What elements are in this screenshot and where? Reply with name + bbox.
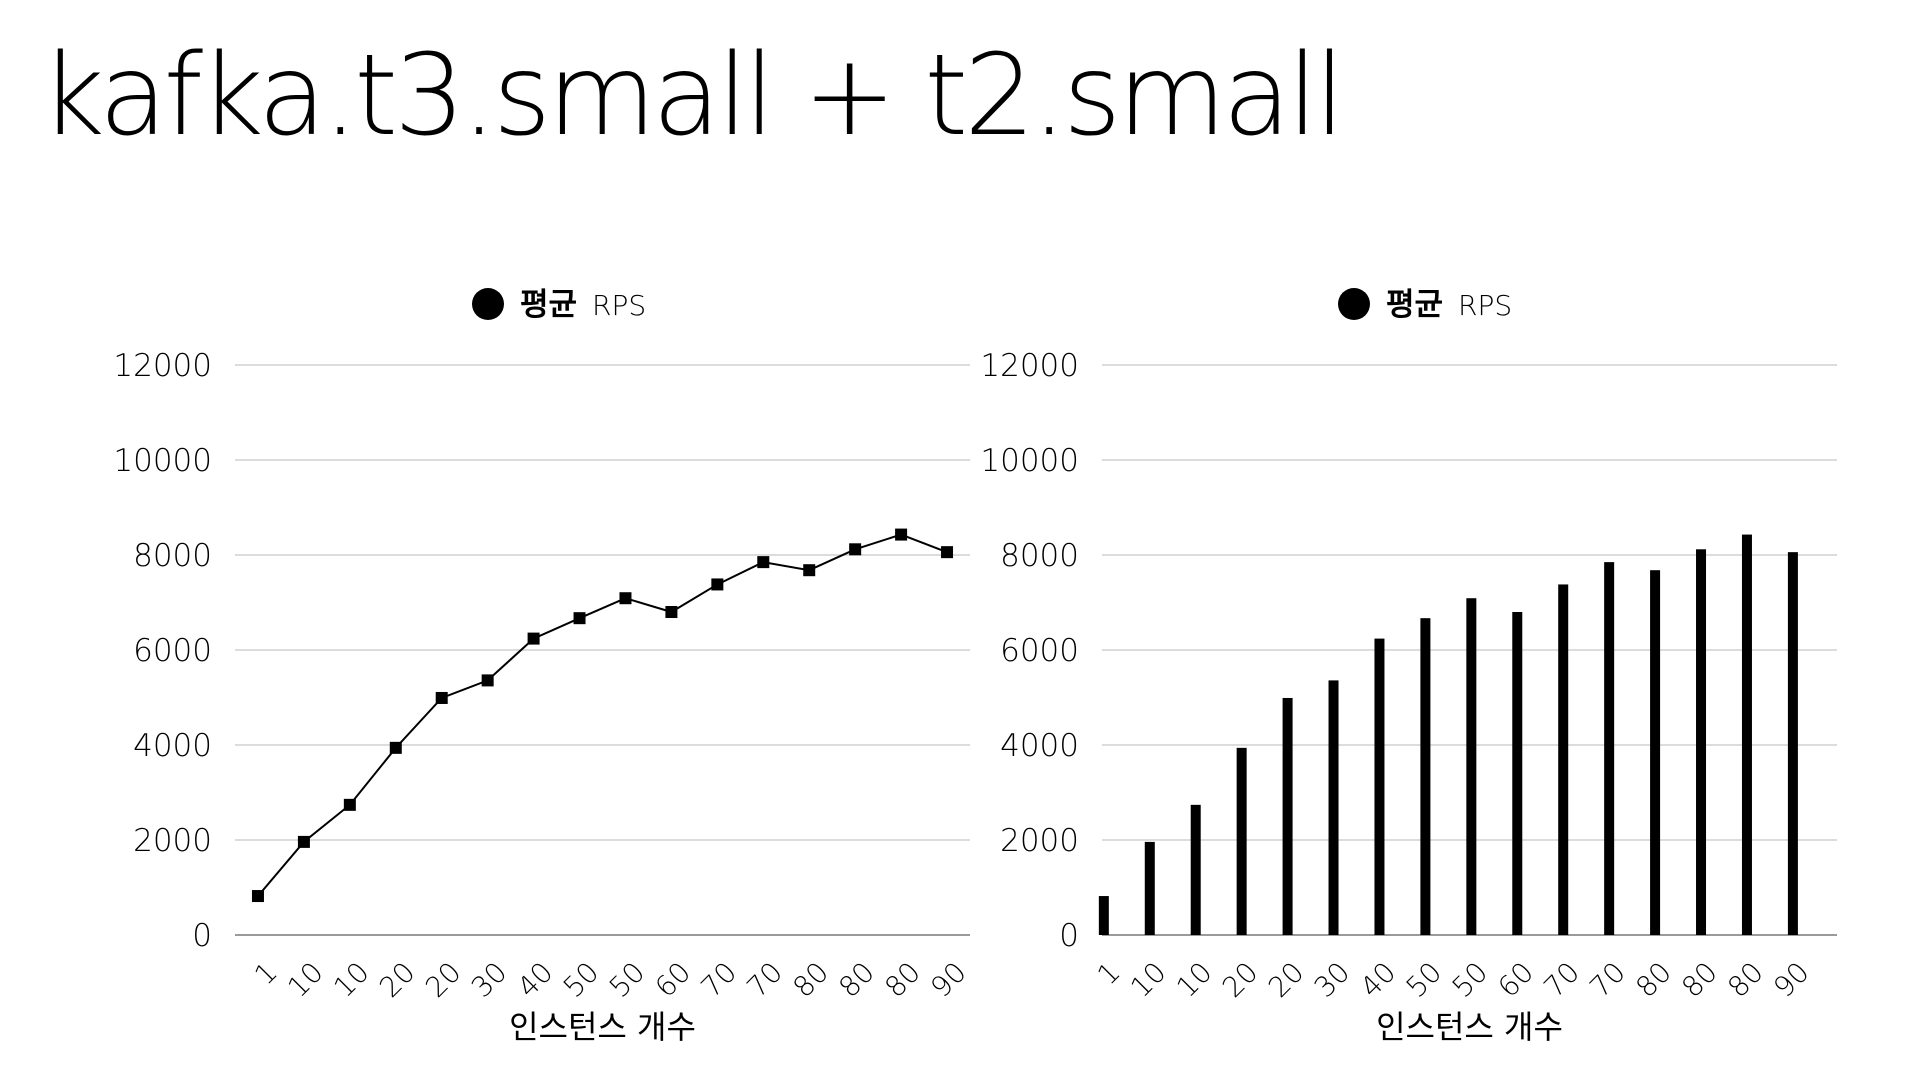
bar-chart: 0200040006000800010000120001101020203040… [980, 287, 1837, 1046]
legend-unit: RPS [1458, 289, 1512, 322]
bar [1098, 896, 1109, 935]
x-tick-label: 20 [373, 955, 422, 1004]
bar [1604, 562, 1615, 935]
y-tick-label: 12000 [980, 348, 1079, 384]
x-tick-label: 50 [603, 955, 652, 1004]
legend-label: 평균 [1386, 287, 1443, 323]
x-tick-label: 10 [281, 955, 330, 1004]
x-tick-label: 80 [786, 955, 835, 1004]
data-point-marker [389, 741, 402, 754]
bar [1190, 804, 1201, 935]
x-tick-label: 50 [1400, 955, 1449, 1004]
bar [1420, 618, 1431, 935]
page-title: kafka.t3.small + t2.small [40, 31, 1345, 161]
x-tick-label: 40 [1354, 955, 1403, 1004]
x-tick-label: 1 [1091, 955, 1127, 991]
y-tick-label: 8000 [133, 538, 212, 574]
x-tick-label: 70 [1583, 955, 1632, 1004]
y-tick-label: 0 [192, 918, 212, 954]
bar [1144, 841, 1155, 935]
legend-label: 평균 [520, 287, 577, 323]
legend-unit: RPS [592, 289, 646, 322]
x-tick-label: 60 [649, 955, 698, 1004]
x-tick-label: 90 [924, 955, 973, 1004]
legend-marker [1338, 288, 1370, 320]
data-point-marker [895, 528, 908, 541]
data-point-marker [573, 612, 586, 625]
x-tick-label: 70 [695, 955, 744, 1004]
data-point-marker [665, 606, 678, 618]
data-point-marker [757, 556, 770, 569]
data-point-marker [849, 543, 862, 556]
y-tick-label: 10000 [113, 443, 212, 479]
y-tick-label: 2000 [133, 823, 212, 859]
x-tick-label: 40 [511, 955, 560, 1004]
y-tick-label: 8000 [1000, 538, 1079, 574]
bar [1466, 598, 1477, 935]
x-axis-title: 인스턴스 개수 [509, 1008, 696, 1046]
x-tick-label: 10 [1170, 955, 1219, 1004]
x-tick-label: 90 [1767, 955, 1816, 1004]
x-axis-title: 인스턴스 개수 [1376, 1008, 1563, 1046]
y-tick-label: 2000 [1000, 823, 1079, 859]
x-tick-label: 70 [741, 955, 790, 1004]
x-tick-label: 80 [878, 955, 927, 1004]
y-tick-label: 4000 [1000, 728, 1079, 764]
bar [1696, 549, 1707, 935]
data-point-marker [297, 835, 310, 848]
bar [1650, 570, 1661, 935]
series-line [257, 533, 948, 897]
y-tick-label: 6000 [133, 633, 212, 669]
x-tick-label: 80 [832, 955, 881, 1004]
legend-marker [472, 288, 504, 320]
x-tick-label: 80 [1629, 955, 1678, 1004]
bar [1374, 638, 1385, 935]
x-tick-label: 20 [1216, 955, 1265, 1004]
bar [1787, 552, 1798, 935]
x-tick-label: 20 [1262, 955, 1311, 1004]
x-tick-label: 50 [557, 955, 606, 1004]
x-tick-label: 60 [1492, 955, 1541, 1004]
data-point-marker [711, 578, 724, 591]
x-tick-label: 30 [1308, 955, 1357, 1004]
x-tick-label: 80 [1721, 955, 1770, 1004]
data-point-marker [527, 632, 540, 645]
y-tick-label: 12000 [113, 348, 212, 384]
bar [1236, 747, 1247, 935]
data-point-marker [941, 546, 954, 559]
bar [1741, 534, 1752, 935]
data-point-marker [619, 592, 632, 605]
x-tick-label: 10 [1124, 955, 1173, 1004]
y-tick-label: 0 [1059, 918, 1079, 954]
line-chart: 0200040006000800010000120001101020203040… [113, 287, 972, 1046]
x-tick-label: 50 [1446, 955, 1495, 1004]
y-tick-label: 4000 [133, 728, 212, 764]
bar [1512, 612, 1523, 935]
x-tick-label: 70 [1537, 955, 1586, 1004]
data-point-marker [481, 674, 494, 687]
bar [1558, 584, 1569, 935]
x-tick-label: 80 [1675, 955, 1724, 1004]
y-tick-label: 6000 [1000, 633, 1079, 669]
x-tick-label: 10 [327, 955, 376, 1004]
bar [1282, 697, 1293, 935]
bar [1328, 680, 1339, 935]
y-tick-label: 10000 [980, 443, 1079, 479]
x-tick-label: 1 [248, 955, 284, 991]
data-point-marker [435, 691, 448, 704]
data-point-marker [803, 564, 816, 577]
data-point-marker [343, 798, 356, 811]
x-tick-label: 20 [419, 955, 468, 1004]
x-tick-label: 30 [465, 955, 514, 1004]
data-point-marker [251, 890, 264, 903]
